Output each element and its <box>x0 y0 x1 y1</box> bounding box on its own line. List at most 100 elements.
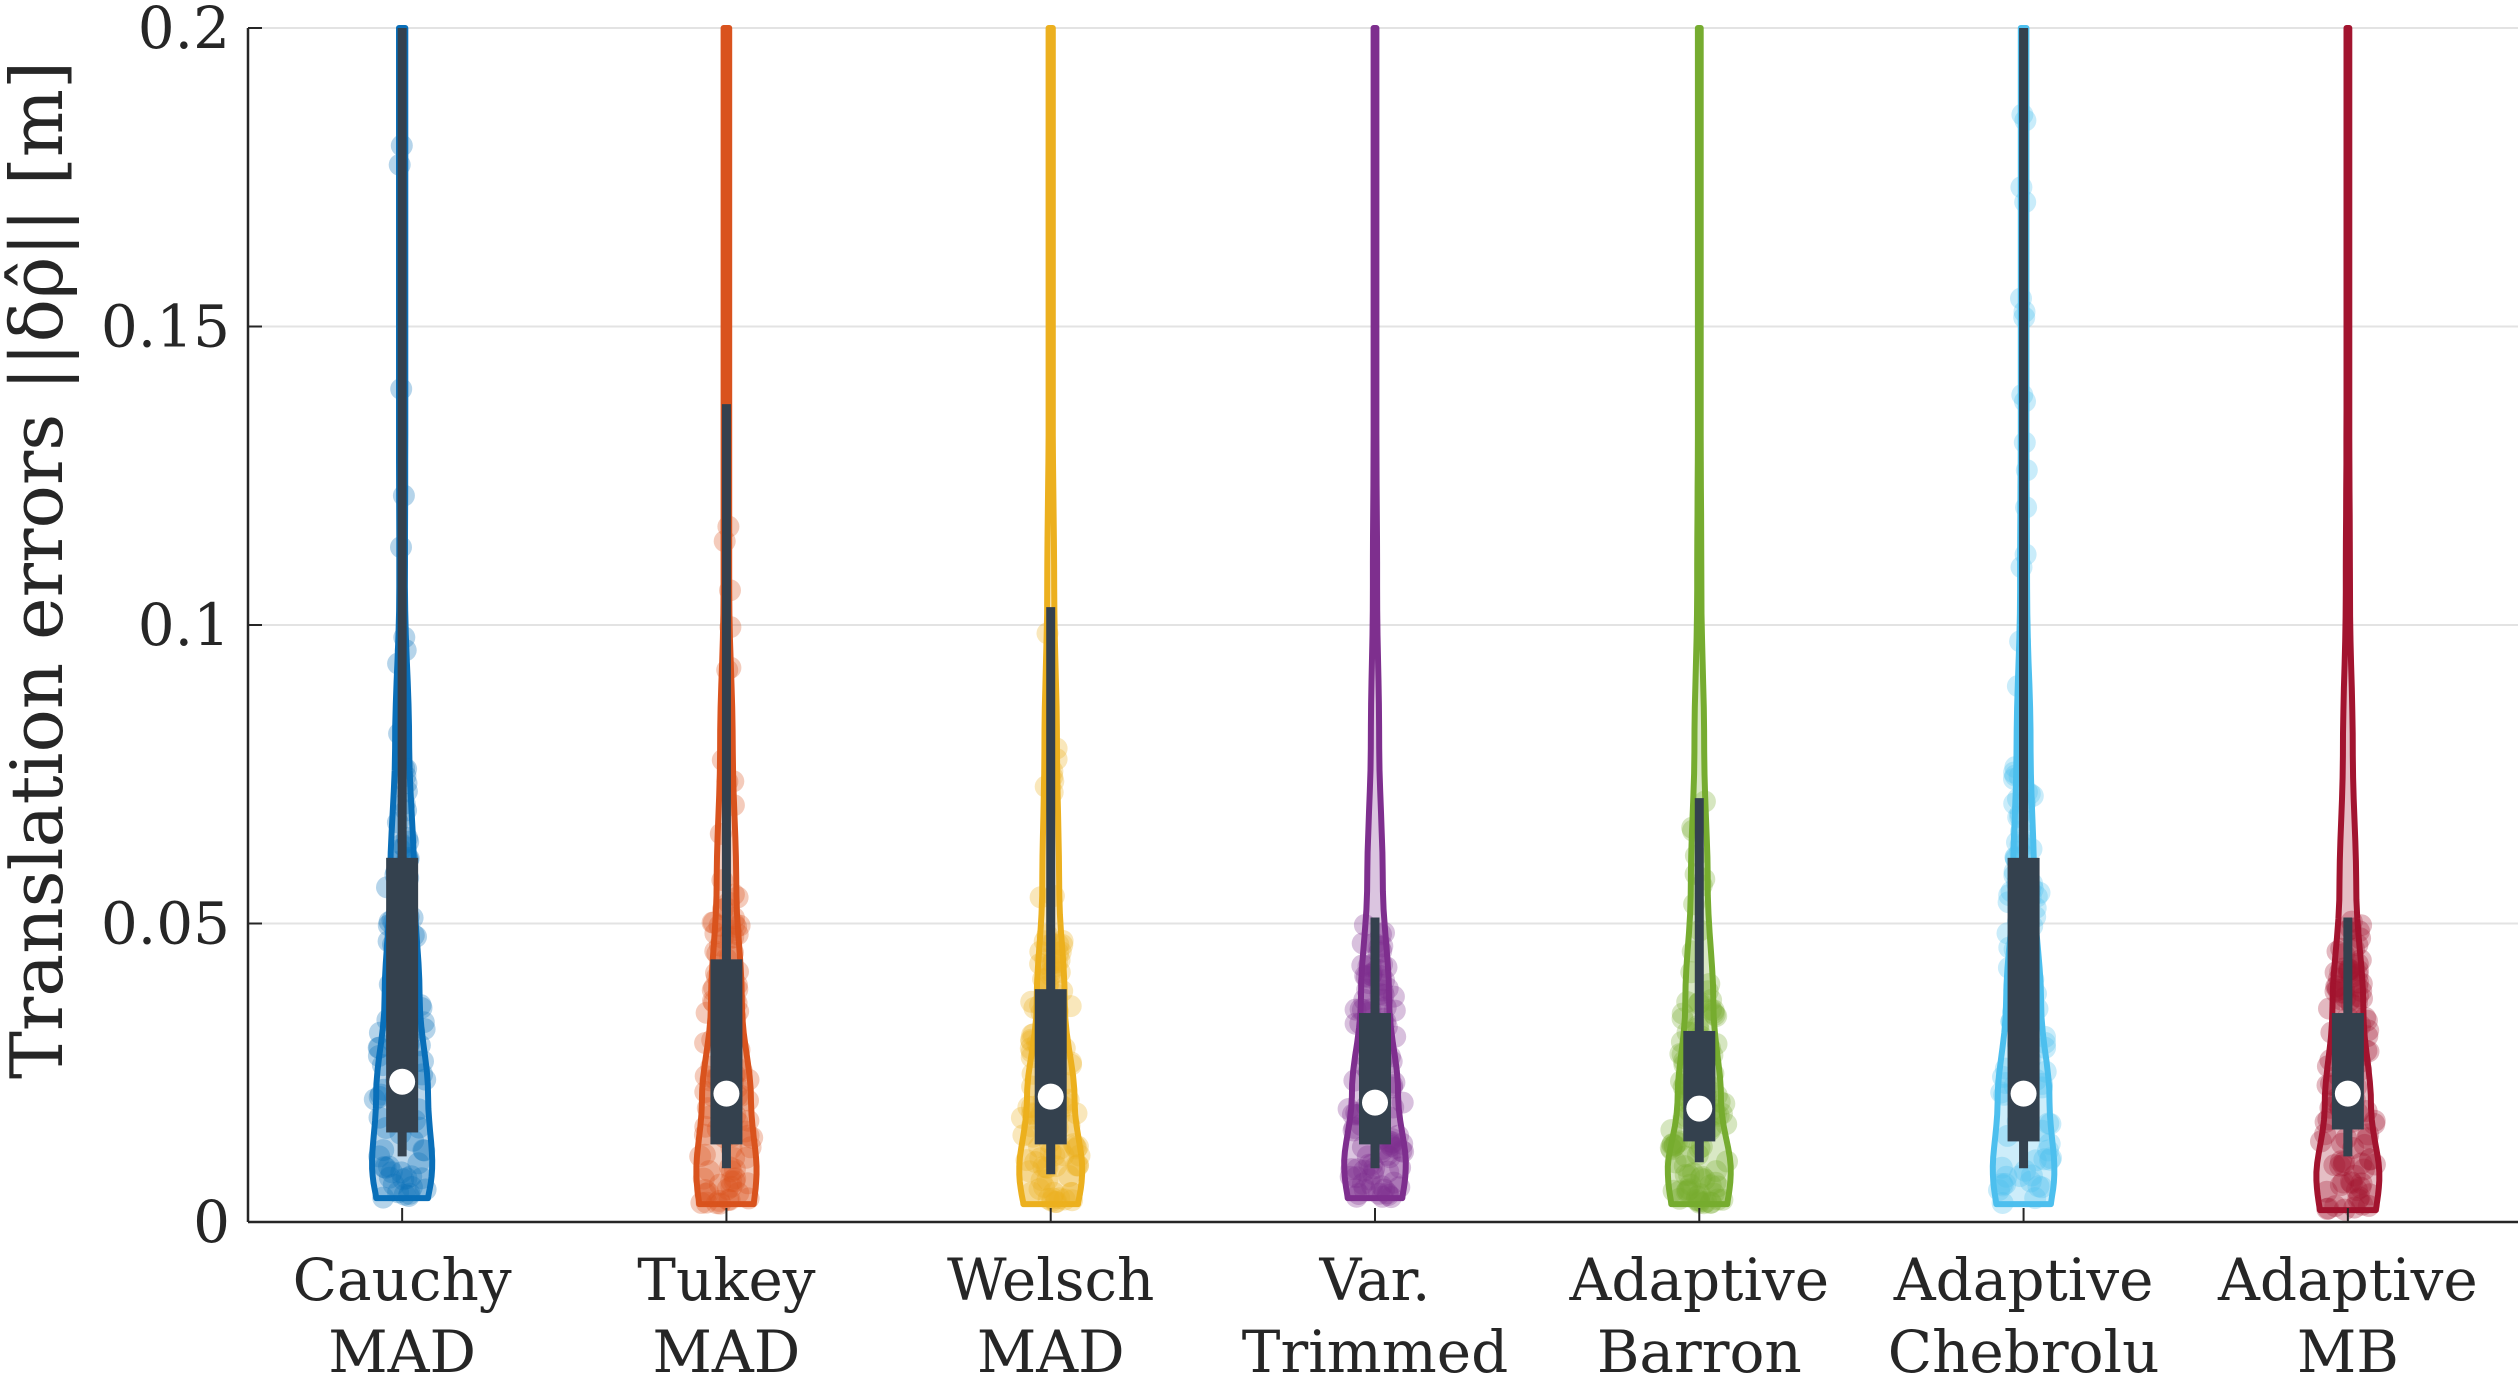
data-point <box>2358 1183 2381 1206</box>
data-point <box>2034 1031 2057 1054</box>
data-point <box>2349 927 2372 950</box>
data-point <box>1062 1133 1085 1156</box>
data-point <box>1012 1124 1035 1147</box>
data-point <box>2332 1154 2355 1177</box>
data-point <box>1029 952 1052 975</box>
data-point <box>368 1106 391 1129</box>
data-point <box>1660 1119 1683 1141</box>
data-point <box>1067 1154 1090 1177</box>
data-point <box>1371 1185 1394 1208</box>
data-point <box>1339 1165 1362 1188</box>
data-point <box>2357 1194 2380 1217</box>
data-point <box>1671 1002 1694 1025</box>
data-point <box>1040 1189 1063 1212</box>
data-point <box>1661 1133 1684 1156</box>
data-point <box>741 1126 764 1149</box>
violin-group <box>2310 25 2386 1221</box>
data-point <box>1353 1159 1376 1182</box>
data-point <box>1361 1175 1384 1198</box>
data-point <box>694 1182 717 1205</box>
data-point <box>1065 1137 1088 1160</box>
data-point <box>1045 1190 1068 1213</box>
data-point <box>382 1173 405 1196</box>
x-category-label: Adaptive <box>2217 1246 2478 1314</box>
data-point <box>2324 1195 2347 1218</box>
data-point <box>414 1178 437 1201</box>
data-point <box>2039 1148 2061 1171</box>
data-point <box>1052 1144 1075 1167</box>
x-category-label: MB <box>2297 1318 2399 1384</box>
data-point <box>724 1167 747 1190</box>
data-point <box>1702 1182 1725 1205</box>
data-point <box>2326 975 2349 998</box>
y-tick-label: 0 <box>193 1188 230 1256</box>
data-point <box>726 923 749 946</box>
data-point <box>2347 1188 2370 1211</box>
data-point <box>1029 1147 1052 1170</box>
data-point <box>2310 1130 2332 1153</box>
data-point <box>1373 1178 1396 1201</box>
data-point <box>2314 1123 2337 1146</box>
data-point <box>1988 1179 2010 1202</box>
data-point <box>1015 1149 1038 1172</box>
data-point <box>1065 1154 1088 1177</box>
data-point <box>1671 1007 1694 1030</box>
data-point <box>2037 1139 2060 1162</box>
violin-body <box>1341 25 1409 1202</box>
data-point <box>1675 1180 1698 1203</box>
data-point <box>1699 1174 1722 1197</box>
data-point <box>1344 1178 1367 1201</box>
y-axis-label: Translation errors ||δρ̂|| [m] <box>0 61 79 1079</box>
data-point <box>1010 1106 1033 1129</box>
data-point <box>1689 1183 1711 1206</box>
y-tick-label: 0.05 <box>101 890 230 958</box>
data-point <box>2326 940 2349 963</box>
median-marker <box>2334 1080 2361 1107</box>
data-point <box>398 1182 421 1205</box>
data-point <box>2040 1147 2062 1170</box>
data-point <box>717 1188 740 1211</box>
data-point <box>737 1187 760 1210</box>
data-point <box>1060 1181 1083 1204</box>
data-point <box>2033 1148 2056 1171</box>
data-point <box>1674 1163 1697 1186</box>
data-point <box>1713 1092 1736 1115</box>
data-point <box>368 1145 391 1168</box>
axes <box>246 28 2518 1224</box>
data-point <box>2019 1170 2042 1193</box>
data-point <box>1020 1181 1043 1204</box>
data-point <box>400 1165 423 1188</box>
data-point <box>1044 1191 1067 1214</box>
data-point <box>1048 1187 1071 1210</box>
data-point <box>1362 1162 1384 1185</box>
data-point <box>2024 1187 2047 1210</box>
data-point <box>393 1183 416 1206</box>
data-point <box>1706 1175 1729 1198</box>
data-point <box>735 1146 758 1169</box>
data-point <box>1376 977 1399 1000</box>
data-point <box>694 1179 717 1201</box>
data-point <box>1042 1181 1065 1204</box>
data-point <box>1704 1171 1727 1194</box>
data-point <box>363 1088 386 1111</box>
x-category-label: Trimmed <box>1242 1318 1508 1384</box>
data-point <box>1382 985 1405 1008</box>
data-point <box>2353 1133 2376 1156</box>
data-point <box>1382 1171 1405 1194</box>
data-point <box>1058 1165 1081 1188</box>
data-point <box>2359 1148 2382 1171</box>
data-point <box>1351 954 1374 977</box>
data-point <box>737 1089 759 1112</box>
data-point <box>1698 973 1721 995</box>
data-point <box>1345 1166 1368 1189</box>
data-point <box>728 914 751 937</box>
data-point <box>2345 1179 2368 1202</box>
data-point <box>1061 1182 1083 1204</box>
data-point <box>1389 1156 1412 1179</box>
data-point <box>1375 956 1398 979</box>
violin-group <box>1010 25 1091 1214</box>
data-point <box>2351 987 2373 1010</box>
data-point <box>1662 1179 1685 1202</box>
data-point <box>1051 929 1074 952</box>
